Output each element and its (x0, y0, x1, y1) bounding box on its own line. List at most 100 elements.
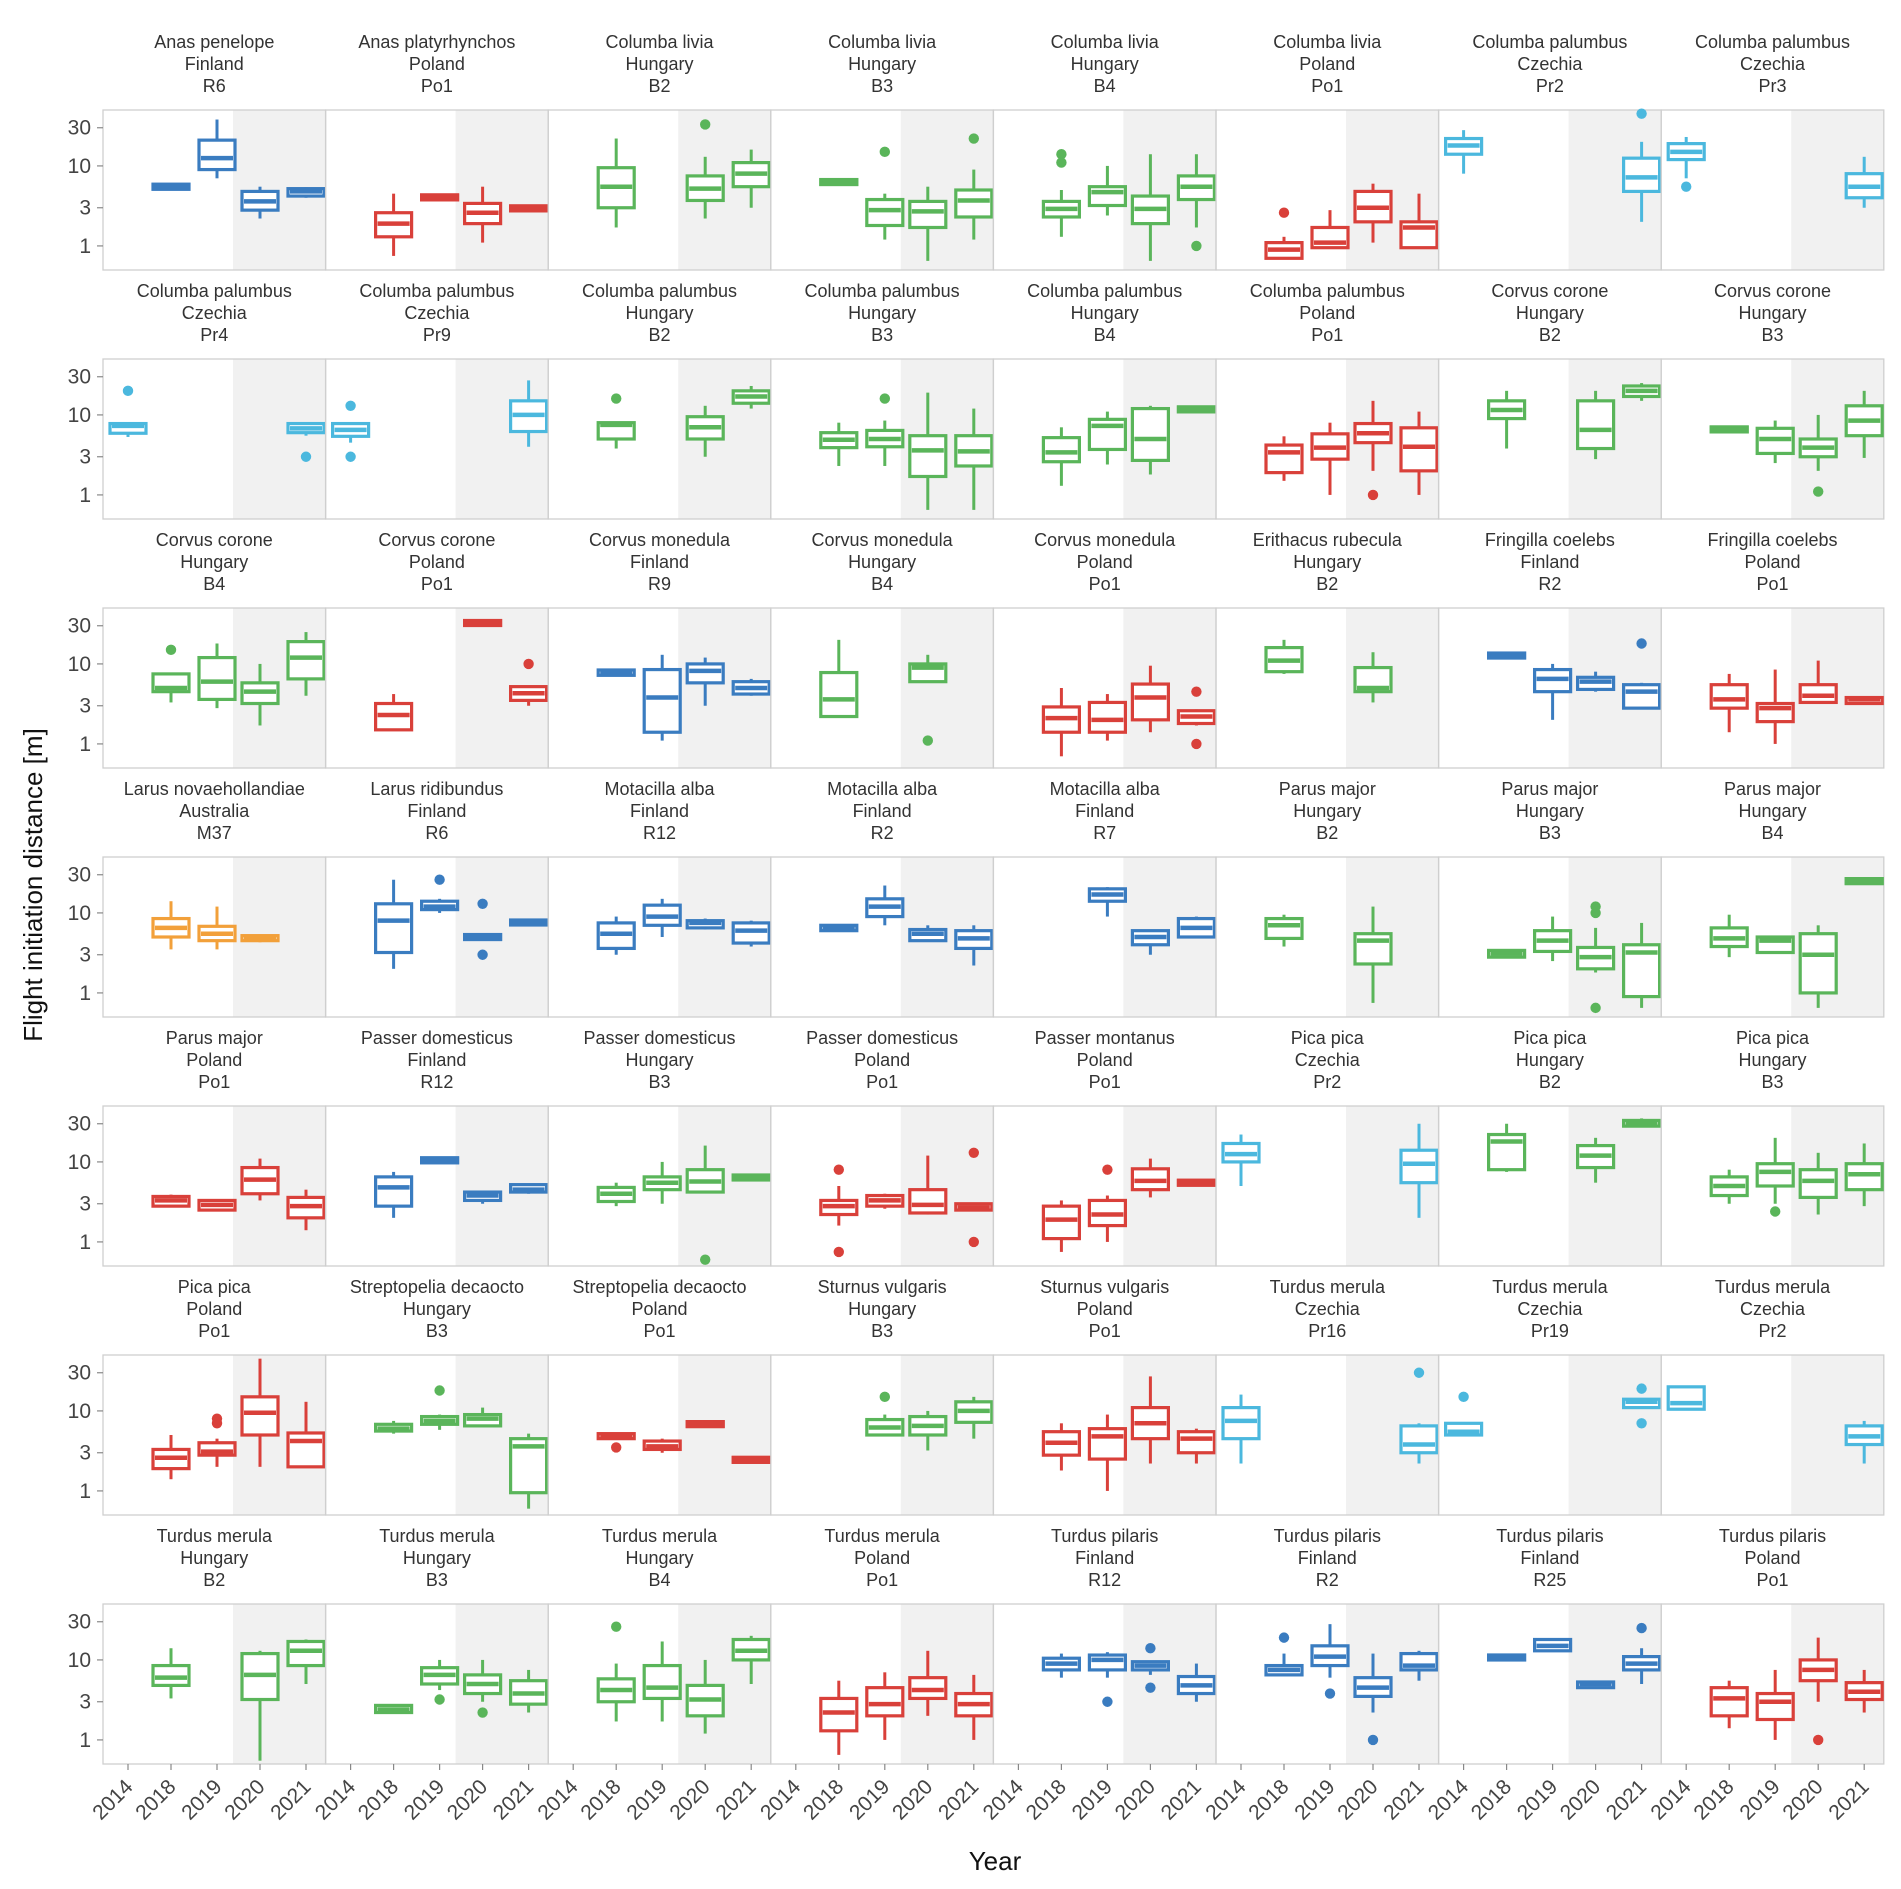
facet-country-label: Hungary (1293, 801, 1361, 821)
box-2019 (1087, 165, 1128, 216)
facet-species-label: Sturnus vulgaris (818, 1277, 947, 1297)
box-2018 (374, 1703, 414, 1715)
box-2021 (1844, 390, 1884, 458)
outlier-point (968, 1147, 979, 1159)
facet-site-label: Pr3 (1758, 76, 1786, 96)
facet-country-label: Hungary (848, 54, 916, 74)
box-2019 (642, 1641, 682, 1722)
outlier-point (879, 1391, 890, 1403)
x-tick-label: 2014 (1646, 1775, 1696, 1825)
box-2018 (596, 1432, 636, 1453)
facet-site-label: R2 (1316, 1570, 1339, 1590)
box-2020 (908, 1410, 948, 1451)
outlier-point (345, 451, 356, 462)
facet-country-label: Poland (409, 54, 465, 74)
y-tick-label: 3 (79, 944, 91, 967)
box-2018 (1709, 914, 1749, 958)
facet-country-label: Czechia (404, 303, 470, 323)
facet-site-label: B2 (648, 76, 670, 96)
outlier-point (1191, 686, 1202, 697)
facet-species-label: Columba livia (1051, 32, 1160, 52)
facet-country-label: Finland (1520, 1548, 1579, 1568)
facet-country-label: Poland (1077, 1299, 1133, 1319)
facet-species-label: Turdus merula (602, 1526, 718, 1546)
facet-species-label: Erithacus rubecula (1253, 530, 1403, 550)
box-2014 (1221, 1394, 1261, 1464)
facet-country-label: Czechia (1740, 54, 1806, 74)
box-2021 (286, 1639, 326, 1684)
outlier-point (1278, 207, 1290, 218)
iqr-box (1399, 1148, 1439, 1185)
x-tick-label: 2014 (88, 1775, 138, 1825)
box-2020 (1353, 906, 1393, 1003)
box-2020 (908, 186, 948, 261)
facet-species-label: Turdus merula (1270, 1277, 1386, 1297)
box-2020 (240, 186, 280, 219)
box-2020 (908, 392, 948, 510)
box-2021 (1176, 405, 1217, 414)
facet-site-label: Pr2 (1758, 1321, 1786, 1341)
box-2019 (420, 1385, 460, 1430)
panel-border (1660, 358, 1885, 520)
box-2014 (1666, 136, 1706, 192)
facet-site-label: B3 (871, 1321, 893, 1341)
facet-site-label: B4 (203, 574, 225, 594)
facet-country-label: Hungary (1516, 1050, 1584, 1070)
box-2019 (197, 1413, 237, 1467)
facet-site-label: R9 (648, 574, 671, 594)
box-2021 (286, 421, 326, 462)
outlier-point (1813, 1734, 1824, 1746)
box-2020 (1575, 1137, 1616, 1183)
y-tick-label: 3 (79, 1691, 91, 1714)
box-2018 (374, 879, 414, 969)
facet-site-label: R2 (871, 823, 894, 843)
outlier-point (611, 393, 622, 404)
box-2018 (151, 1648, 191, 1699)
facet-country-label: Poland (1299, 303, 1355, 323)
box-2018 (1709, 1680, 1749, 1729)
outlier-point (477, 949, 488, 960)
box-2021 (731, 1173, 771, 1182)
facet-species-label: Motacilla alba (827, 779, 938, 799)
iqr-box (1666, 1385, 1706, 1411)
iqr-box (1755, 1162, 1795, 1188)
iqr-box (1399, 426, 1439, 473)
facet-species-label: Streptopelia decaocto (350, 1277, 524, 1297)
box-2020 (685, 1145, 725, 1265)
box-2020 (685, 657, 725, 706)
outlier-point (434, 874, 445, 885)
box-2018 (374, 1171, 414, 1218)
facet-species-label: Pica pica (178, 1277, 252, 1297)
box-2018 (819, 639, 859, 719)
box-2020 (463, 1190, 503, 1204)
outlier-point (1770, 1206, 1781, 1217)
box-2019 (420, 1659, 460, 1705)
facet-country-label: Czechia (1295, 1050, 1361, 1070)
box-2021 (1399, 411, 1439, 495)
shaded-period (1568, 1355, 1662, 1515)
facet-species-label: Passer domesticus (806, 1028, 958, 1048)
outlier-point (1636, 638, 1647, 649)
facet-site-label: Pr4 (200, 325, 228, 345)
outlier-point (1191, 240, 1202, 252)
y-tick-label: 1 (79, 235, 91, 258)
box-2018 (1709, 673, 1749, 733)
facet-species-label: Columba palumbus (1027, 281, 1182, 301)
facet-site-label: B3 (1539, 823, 1561, 843)
x-tick-label: 2018 (354, 1775, 403, 1824)
facet-site-label: R12 (643, 823, 676, 843)
box-2019 (420, 1156, 460, 1165)
box-2019 (197, 906, 237, 950)
box-2019 (1310, 210, 1350, 250)
facet-species-label: Turdus merula (157, 1526, 273, 1546)
